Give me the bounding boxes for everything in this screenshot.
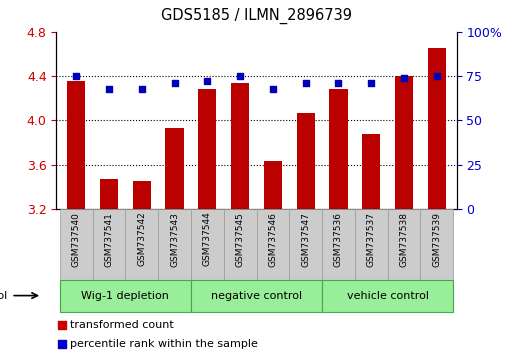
Text: GSM737537: GSM737537 xyxy=(367,212,376,267)
Text: GSM737541: GSM737541 xyxy=(105,212,113,267)
Bar xyxy=(428,48,446,209)
Text: transformed count: transformed count xyxy=(70,320,174,330)
Bar xyxy=(67,80,85,209)
Bar xyxy=(362,134,380,209)
Text: GSM737539: GSM737539 xyxy=(432,212,441,267)
Point xyxy=(137,86,146,91)
Point xyxy=(170,80,179,86)
Bar xyxy=(297,113,314,209)
Point xyxy=(203,79,211,84)
Point xyxy=(236,73,244,79)
Text: Wig-1 depletion: Wig-1 depletion xyxy=(82,291,169,301)
Bar xyxy=(100,179,118,209)
Point xyxy=(58,322,67,328)
Text: GDS5185 / ILMN_2896739: GDS5185 / ILMN_2896739 xyxy=(161,8,352,24)
Point xyxy=(400,75,408,81)
Bar xyxy=(395,76,413,209)
Bar xyxy=(191,209,224,280)
Point xyxy=(105,86,113,91)
Bar xyxy=(92,209,125,280)
Bar xyxy=(355,209,388,280)
Bar xyxy=(60,209,92,280)
Text: GSM737540: GSM737540 xyxy=(72,212,81,267)
Point xyxy=(367,80,376,86)
Text: vehicle control: vehicle control xyxy=(347,291,429,301)
Point xyxy=(72,73,80,79)
Bar xyxy=(199,89,216,209)
Text: protocol: protocol xyxy=(0,291,8,301)
Bar xyxy=(60,280,191,312)
Point xyxy=(58,341,67,347)
Bar xyxy=(158,209,191,280)
Bar xyxy=(388,209,421,280)
Bar xyxy=(264,161,282,209)
Point xyxy=(334,80,343,86)
Text: GSM737538: GSM737538 xyxy=(400,212,408,267)
Bar xyxy=(166,128,184,209)
Bar xyxy=(329,89,347,209)
Bar xyxy=(256,209,289,280)
Bar xyxy=(224,209,256,280)
Text: GSM737545: GSM737545 xyxy=(235,212,245,267)
Point xyxy=(302,80,310,86)
Bar xyxy=(125,209,158,280)
Text: GSM737542: GSM737542 xyxy=(137,212,146,267)
Bar xyxy=(421,209,453,280)
Text: GSM737544: GSM737544 xyxy=(203,212,212,267)
Bar xyxy=(322,209,355,280)
Bar xyxy=(191,280,322,312)
Text: percentile rank within the sample: percentile rank within the sample xyxy=(70,339,259,349)
Text: GSM737536: GSM737536 xyxy=(334,212,343,267)
Text: GSM737543: GSM737543 xyxy=(170,212,179,267)
Bar xyxy=(133,181,151,209)
Point xyxy=(269,86,277,91)
Bar xyxy=(289,209,322,280)
Bar xyxy=(322,280,453,312)
Text: negative control: negative control xyxy=(211,291,302,301)
Text: GSM737547: GSM737547 xyxy=(301,212,310,267)
Bar xyxy=(231,83,249,209)
Point xyxy=(433,73,441,79)
Text: GSM737546: GSM737546 xyxy=(268,212,278,267)
